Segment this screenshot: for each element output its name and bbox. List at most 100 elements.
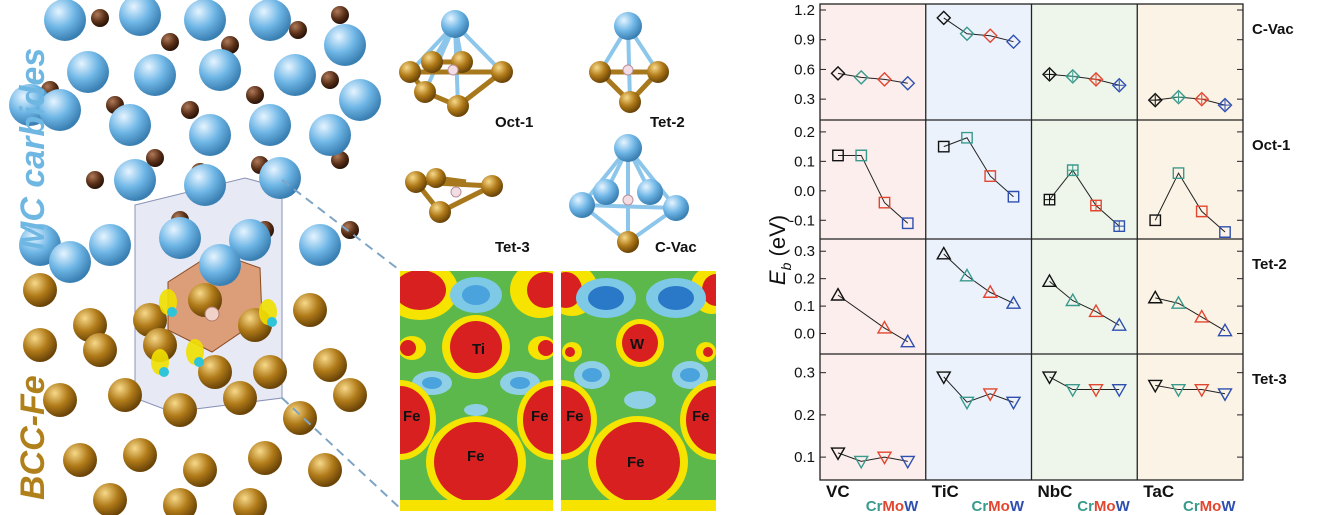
data-point bbox=[1090, 199, 1102, 212]
contour-label-fe-right-c: Fe bbox=[627, 454, 645, 471]
y-axis-label: Eb (eV) bbox=[765, 215, 794, 285]
iron-atom bbox=[23, 273, 57, 307]
data-point bbox=[959, 26, 975, 42]
row-label: Tet-2 bbox=[1252, 256, 1287, 273]
series-line bbox=[1049, 73, 1120, 86]
series-line bbox=[1155, 297, 1226, 332]
charge-density-map-left bbox=[400, 271, 553, 511]
group-sublabel: Cr bbox=[972, 498, 989, 515]
data-point bbox=[1217, 97, 1233, 113]
data-point bbox=[1005, 295, 1022, 309]
iron-atom bbox=[447, 95, 469, 117]
metal-atom bbox=[134, 54, 176, 96]
carbon-atom bbox=[331, 151, 349, 169]
metal-atom bbox=[569, 192, 595, 218]
carbon-atom bbox=[91, 9, 109, 27]
data-point bbox=[1171, 89, 1186, 105]
iron-atom bbox=[421, 51, 443, 73]
group-sublabel: Cr bbox=[866, 498, 883, 515]
mc-carbides-label: MC carbides bbox=[14, 48, 52, 250]
iron-atom bbox=[481, 175, 503, 197]
metal-atom bbox=[39, 89, 81, 131]
data-point bbox=[1147, 379, 1163, 394]
metal-atom bbox=[614, 134, 642, 162]
y-tick-label: 0.1 bbox=[794, 449, 815, 466]
data-point bbox=[1065, 292, 1081, 307]
y-tick-label: -0.1 bbox=[789, 212, 815, 229]
data-point bbox=[900, 333, 916, 348]
iron-atom bbox=[313, 348, 347, 382]
data-point bbox=[1088, 303, 1104, 318]
iron-atom bbox=[399, 61, 421, 83]
iron-atom bbox=[491, 61, 513, 83]
iron-atom bbox=[23, 328, 57, 362]
iron-atom bbox=[123, 438, 157, 472]
row-label: C-Vac bbox=[1252, 21, 1294, 38]
metal-atom bbox=[44, 0, 86, 41]
zoom-line-bottom bbox=[281, 397, 403, 511]
cluster-illustrations bbox=[399, 10, 689, 253]
iron-atom bbox=[405, 171, 427, 193]
metal-atom bbox=[637, 179, 663, 205]
metal-atom bbox=[189, 114, 231, 156]
group-background bbox=[1137, 4, 1243, 480]
metal-atom bbox=[309, 114, 351, 156]
data-point bbox=[900, 75, 916, 91]
y-tick-label: 1.2 bbox=[794, 2, 815, 19]
series-line bbox=[1049, 281, 1120, 326]
group-sublabels: CrMoW bbox=[1077, 498, 1130, 515]
y-tick-label: 0.0 bbox=[794, 326, 815, 343]
iron-atom bbox=[308, 453, 342, 487]
data-point bbox=[1066, 164, 1079, 177]
y-tick-label: 0.1 bbox=[794, 298, 815, 315]
data-point bbox=[936, 10, 952, 26]
iron-atom bbox=[248, 441, 282, 475]
row-label: Tet-3 bbox=[1252, 371, 1287, 388]
carbon-atom bbox=[161, 33, 179, 51]
iron-atom bbox=[93, 483, 127, 515]
contour-label-fe-right-b: Fe bbox=[692, 408, 710, 425]
contour-label-fe-left-c: Fe bbox=[467, 448, 485, 465]
series-line bbox=[1154, 172, 1226, 233]
series-line bbox=[1049, 169, 1120, 227]
iron-atom bbox=[223, 381, 257, 415]
group-background bbox=[925, 4, 1032, 480]
data-point bbox=[877, 71, 892, 87]
iron-atom bbox=[163, 393, 197, 427]
y-axis-label-symbol: E bbox=[765, 270, 790, 285]
cluster-label-tet-2: Tet-2 bbox=[650, 114, 685, 131]
series-line bbox=[837, 294, 909, 343]
group-sublabel: Mo bbox=[988, 498, 1010, 515]
series-line bbox=[837, 72, 908, 84]
carbon-atom bbox=[246, 86, 264, 104]
group-sublabel: W bbox=[1221, 498, 1236, 515]
iron-atom bbox=[198, 355, 232, 389]
metal-atom bbox=[159, 217, 201, 259]
charge-density-map-right bbox=[561, 271, 716, 511]
data-point bbox=[1217, 322, 1233, 337]
contour-label-fe-right-a: Fe bbox=[566, 408, 584, 425]
data-point bbox=[830, 287, 846, 301]
y-tick-label: 0.6 bbox=[794, 61, 815, 78]
carbon-site bbox=[622, 194, 634, 206]
group-label: TiC bbox=[932, 482, 959, 501]
data-point bbox=[936, 371, 952, 385]
metal-atom bbox=[199, 244, 241, 286]
row-label: Oct-1 bbox=[1252, 137, 1290, 154]
carbon-site bbox=[450, 186, 462, 198]
metal-atom bbox=[259, 157, 301, 199]
group-sublabels: CrMoW bbox=[972, 498, 1025, 515]
data-point bbox=[961, 131, 973, 144]
carbon-vacancy-site bbox=[204, 306, 220, 322]
contour-label-ti: Ti bbox=[472, 341, 485, 358]
metal-atom bbox=[593, 179, 619, 205]
metal-atom bbox=[663, 195, 689, 221]
group-sublabel: Mo bbox=[1200, 498, 1222, 515]
data-point bbox=[1006, 34, 1021, 50]
carbon-atom bbox=[221, 36, 239, 54]
iron-atom bbox=[233, 488, 267, 515]
data-point bbox=[982, 388, 998, 402]
group-sublabel: Cr bbox=[1077, 498, 1094, 515]
iron-atom bbox=[83, 333, 117, 367]
y-axis-label-unit: (eV) bbox=[765, 215, 790, 263]
